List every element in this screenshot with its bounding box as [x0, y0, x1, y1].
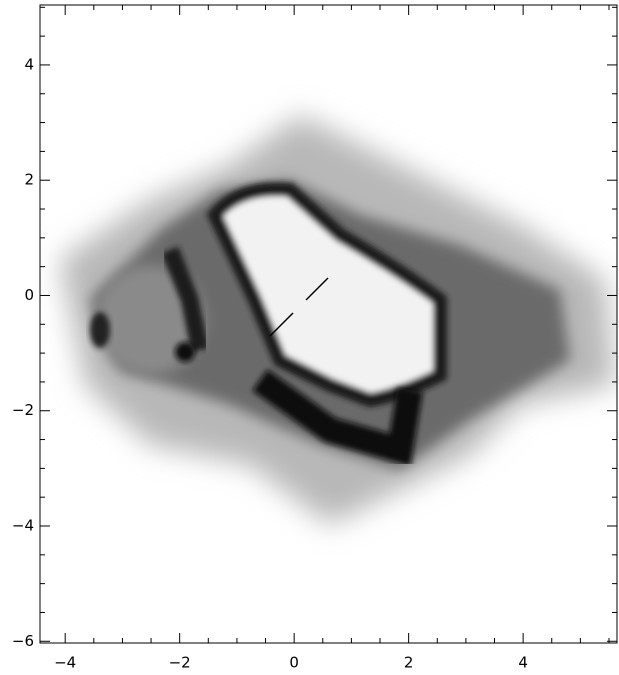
y-tick-label: −2 [12, 401, 34, 419]
y-tick-label: −6 [12, 632, 34, 650]
y-tick-label: −4 [12, 517, 34, 535]
x-tick-label: −2 [169, 654, 191, 672]
image [60, 115, 615, 525]
x-tick-label: 0 [289, 654, 299, 672]
chart: −4 −2 0 2 4 −6 −4 −2 0 2 4 [0, 0, 619, 675]
page: −4−2024−6−4−2024 (() => { const data = J… [0, 0, 619, 675]
y-tick-label: 4 [24, 55, 34, 73]
knot [90, 312, 110, 348]
knot [175, 342, 195, 362]
y-tick-label: 0 [24, 286, 34, 304]
x-tick-label: 2 [404, 654, 414, 672]
x-tick-label: −4 [54, 654, 76, 672]
y-tick-label: 2 [24, 171, 34, 189]
x-tick-label: 4 [518, 654, 528, 672]
